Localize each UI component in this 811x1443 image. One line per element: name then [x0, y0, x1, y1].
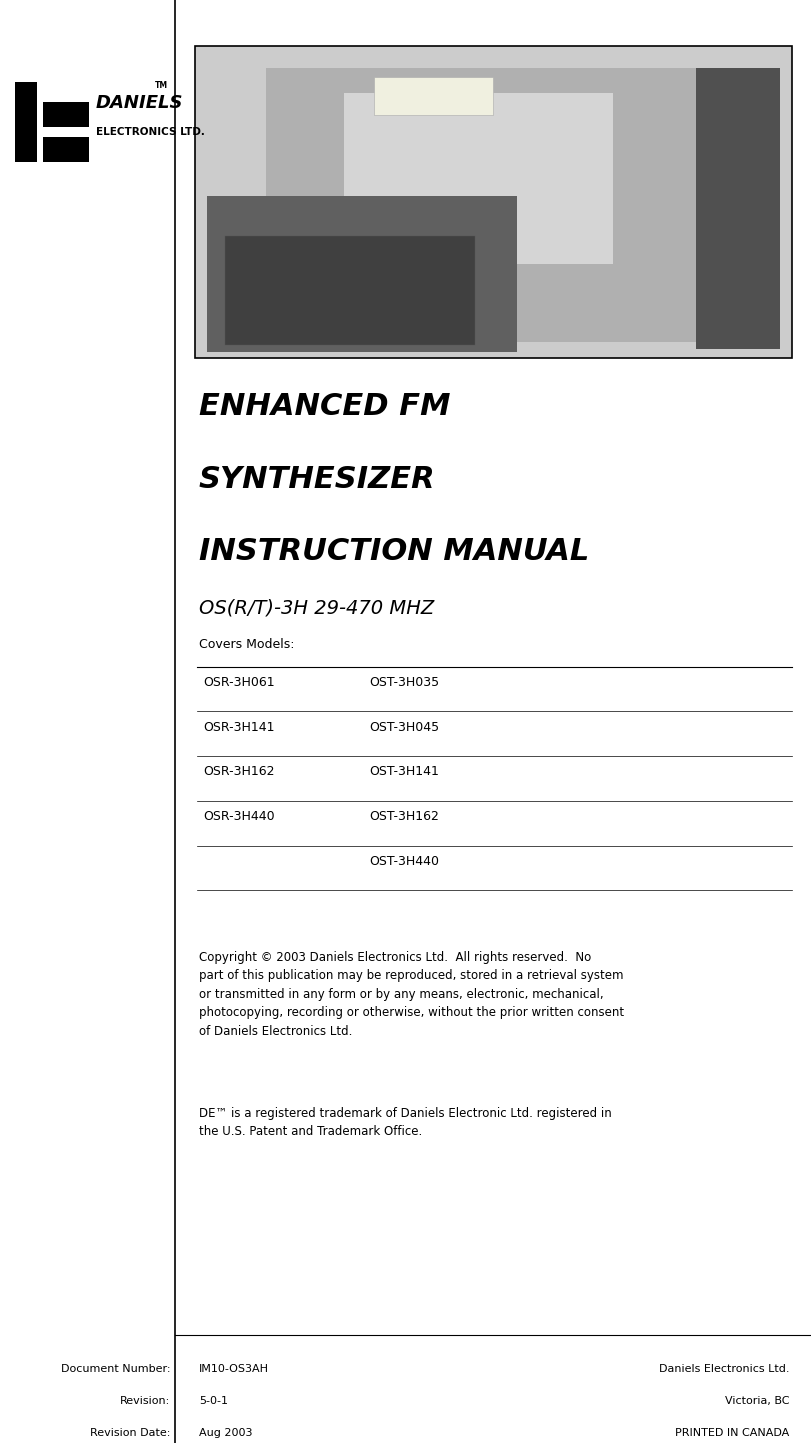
- Text: Revision:: Revision:: [120, 1397, 170, 1405]
- Text: 5-0-1: 5-0-1: [199, 1397, 228, 1405]
- Text: OSR-3H061: OSR-3H061: [203, 675, 274, 688]
- FancyBboxPatch shape: [43, 102, 89, 127]
- Text: OST-3H141: OST-3H141: [369, 765, 439, 778]
- Text: Aug 2003: Aug 2003: [199, 1429, 252, 1437]
- FancyBboxPatch shape: [15, 82, 37, 162]
- Text: OSR-3H162: OSR-3H162: [203, 765, 274, 778]
- Text: OST-3H162: OST-3H162: [369, 810, 439, 823]
- Text: PRINTED IN CANADA: PRINTED IN CANADA: [674, 1429, 788, 1437]
- Text: Revision Date:: Revision Date:: [90, 1429, 170, 1437]
- FancyBboxPatch shape: [695, 68, 779, 349]
- FancyBboxPatch shape: [207, 196, 517, 352]
- Text: ELECTRONICS LTD.: ELECTRONICS LTD.: [96, 127, 204, 137]
- FancyBboxPatch shape: [374, 78, 493, 115]
- FancyBboxPatch shape: [344, 92, 611, 264]
- FancyBboxPatch shape: [266, 68, 695, 342]
- FancyBboxPatch shape: [225, 237, 474, 345]
- Text: INSTRUCTION MANUAL: INSTRUCTION MANUAL: [199, 537, 589, 566]
- Text: DANIELS: DANIELS: [96, 94, 183, 111]
- Text: OSR-3H141: OSR-3H141: [203, 720, 274, 733]
- Text: OST-3H440: OST-3H440: [369, 854, 439, 867]
- Text: OST-3H045: OST-3H045: [369, 720, 439, 733]
- Text: OS(R/T)-3H 29-470 MHZ: OS(R/T)-3H 29-470 MHZ: [199, 599, 434, 618]
- Text: Document Number:: Document Number:: [61, 1365, 170, 1374]
- Text: ENHANCED FM: ENHANCED FM: [199, 392, 450, 421]
- Text: Daniels Electronics Ltd.: Daniels Electronics Ltd.: [658, 1365, 788, 1374]
- Text: Copyright © 2003 Daniels Electronics Ltd.  All rights reserved.  No
part of this: Copyright © 2003 Daniels Electronics Ltd…: [199, 951, 624, 1038]
- Text: OSR-3H440: OSR-3H440: [203, 810, 274, 823]
- FancyBboxPatch shape: [195, 46, 791, 358]
- Text: IM10-OS3AH: IM10-OS3AH: [199, 1365, 268, 1374]
- Text: Covers Models:: Covers Models:: [199, 638, 294, 651]
- Text: Victoria, BC: Victoria, BC: [724, 1397, 788, 1405]
- FancyBboxPatch shape: [43, 137, 89, 162]
- Text: TM: TM: [155, 81, 168, 89]
- Text: DE™ is a registered trademark of Daniels Electronic Ltd. registered in
the U.S. : DE™ is a registered trademark of Daniels…: [199, 1107, 611, 1139]
- Text: OST-3H035: OST-3H035: [369, 675, 439, 688]
- Text: SYNTHESIZER: SYNTHESIZER: [199, 465, 435, 494]
